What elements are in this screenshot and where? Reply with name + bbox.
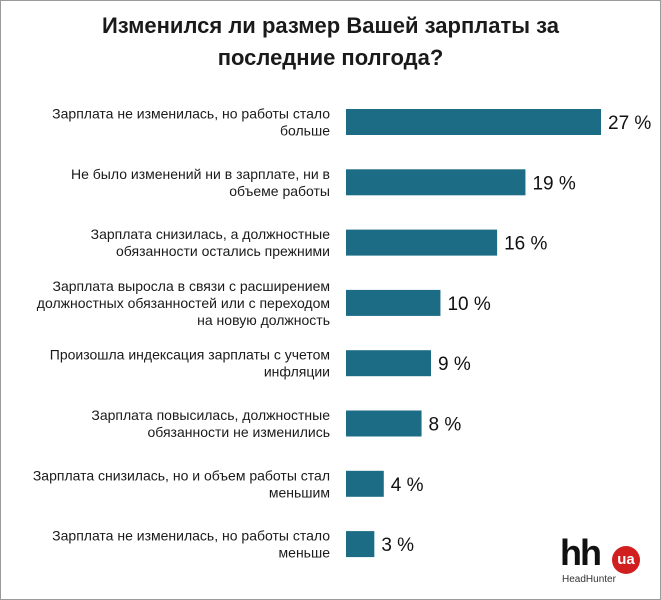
- bar: [346, 470, 384, 497]
- value-label: 8 %: [429, 415, 462, 436]
- logo-badge: ua: [612, 546, 640, 574]
- chart-title-line-2: последние полгода?: [217, 45, 444, 70]
- bar: [346, 410, 422, 437]
- category-label: на новую должность: [197, 312, 330, 328]
- value-label: 19 %: [532, 173, 575, 194]
- value-label: 3 %: [381, 535, 414, 556]
- bar: [346, 229, 498, 256]
- category-label: меньше: [279, 545, 331, 561]
- value-label: 4 %: [391, 475, 424, 496]
- bar: [346, 169, 526, 196]
- category-label: объеме работы: [229, 183, 330, 199]
- category-label: Произошла индексация зарплаты с учетом: [50, 347, 330, 363]
- chart-title-line-1: Изменился ли размер Вашей зарплаты за: [101, 13, 560, 38]
- category-label: Зарплата выросла в связи с расширением: [53, 278, 330, 294]
- chart-title: Изменился ли размер Вашей зарплаты за по…: [0, 10, 661, 74]
- value-label: 10 %: [447, 294, 490, 315]
- category-label: Зарплата снизилась, а должностные: [91, 226, 331, 242]
- value-label: 16 %: [504, 234, 547, 255]
- category-label: инфляции: [264, 364, 330, 380]
- value-label: 9 %: [438, 354, 471, 375]
- category-label: Зарплата повысилась, должностные: [91, 407, 330, 423]
- category-label: Не было изменений ни в зарплате, ни в: [71, 166, 330, 182]
- category-label: обязанности не изменились: [147, 424, 330, 440]
- category-label: больше: [280, 123, 330, 139]
- logo-subtitle: HeadHunter: [562, 574, 616, 585]
- category-label: Зарплата не изменилась, но работы стало: [52, 528, 330, 544]
- category-label: Зарплата не изменилась, но работы стало: [52, 106, 330, 122]
- category-label: Зарплата снизилась, но и объем работы ст…: [33, 467, 330, 483]
- category-label: меньшим: [269, 484, 330, 500]
- bar: [346, 109, 601, 135]
- headhunter-logo: hh ua HeadHunter: [560, 532, 652, 590]
- bar: [346, 350, 431, 377]
- logo-mark: hh: [560, 532, 602, 573]
- category-label: обязанности остались прежними: [116, 243, 330, 259]
- category-label: должностных обязанностей или с переходом: [37, 295, 330, 311]
- bar: [346, 531, 375, 558]
- bar: [346, 289, 441, 316]
- value-label: 27 %: [608, 113, 651, 134]
